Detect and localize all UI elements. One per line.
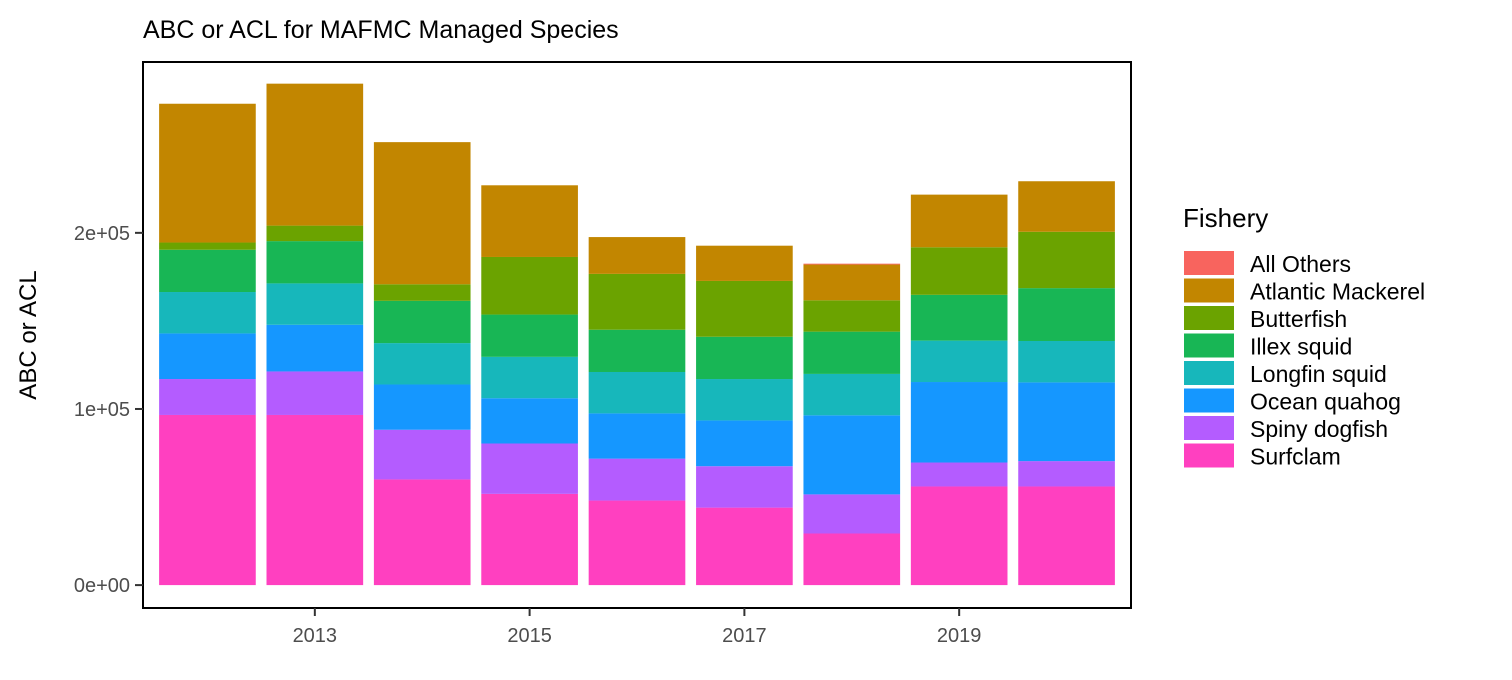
legend-swatch-atlantic-mackerel	[1184, 278, 1234, 303]
bar-longfin-squid-2018	[803, 373, 901, 416]
y-tick-label: 0e+00	[74, 575, 130, 597]
bar-spiny-dogfish-2014	[373, 429, 471, 480]
bar-ocean-quahog-2015	[481, 398, 578, 444]
bar-longfin-squid-2014	[373, 343, 471, 385]
bar-surfclam-2020	[1018, 486, 1115, 586]
x-tick-label: 2015	[507, 625, 552, 647]
chart-title: ABC or ACL for MAFMC Managed Species	[143, 16, 619, 44]
bar-atlantic-mackerel-2012	[159, 103, 256, 243]
bar-illex-squid-2015	[481, 314, 578, 357]
bar-atlantic-mackerel-2018	[803, 264, 901, 301]
legend-label-atlantic-mackerel: Atlantic Mackerel	[1250, 279, 1425, 305]
x-axis: 2013 2015 2017 2019	[293, 608, 982, 647]
bar-ocean-quahog-2014	[373, 384, 471, 430]
bar-surfclam-2014	[373, 479, 471, 586]
bar-surfclam-2016	[588, 500, 686, 586]
bar-longfin-squid-2017	[696, 379, 793, 421]
legend-label-surfclam: Surfclam	[1250, 444, 1341, 470]
bar-surfclam-2012	[159, 414, 256, 586]
legend-label-all-others: All Others	[1250, 251, 1351, 277]
bar-illex-squid-2014	[373, 300, 471, 344]
bar-spiny-dogfish-2012	[159, 379, 256, 415]
bar-butterfish-2012	[159, 242, 256, 250]
y-axis: 0e+00 1e+05 2e+05	[74, 223, 143, 597]
x-tick-label: 2017	[722, 625, 767, 647]
bar-longfin-squid-2016	[588, 371, 686, 414]
legend-swatch-surfclam	[1184, 443, 1234, 468]
bar-butterfish-2015	[481, 256, 578, 315]
bar-butterfish-2018	[803, 300, 901, 332]
bar-butterfish-2014	[373, 284, 471, 301]
y-tick-label: 1e+05	[74, 399, 130, 421]
bar-atlantic-mackerel-2013	[266, 83, 364, 226]
bar-illex-squid-2020	[1018, 288, 1115, 341]
bar-surfclam-2015	[481, 493, 578, 586]
legend-label-butterfish: Butterfish	[1250, 306, 1347, 332]
bar-atlantic-mackerel-2015	[481, 185, 578, 257]
x-tick-label: 2013	[293, 625, 338, 647]
legend-title: Fishery	[1183, 203, 1268, 233]
legend-label-ocean-quahog: Ocean quahog	[1250, 389, 1401, 415]
bar-ocean-quahog-2016	[588, 413, 686, 459]
bar-ocean-quahog-2020	[1018, 382, 1115, 462]
bars-layer	[159, 83, 1115, 586]
bar-spiny-dogfish-2019	[910, 462, 1008, 487]
bar-atlantic-mackerel-2019	[910, 194, 1008, 248]
bar-illex-squid-2017	[696, 336, 793, 380]
bar-ocean-quahog-2018	[803, 415, 901, 495]
bar-atlantic-mackerel-2020	[1018, 181, 1115, 232]
bar-spiny-dogfish-2015	[481, 443, 578, 494]
bar-illex-squid-2013	[266, 241, 364, 284]
legend-swatch-butterfish	[1184, 306, 1234, 330]
bar-atlantic-mackerel-2017	[696, 245, 793, 281]
bar-surfclam-2017	[696, 507, 793, 586]
legend-swatch-longfin-squid	[1184, 361, 1234, 385]
bar-longfin-squid-2020	[1018, 340, 1115, 383]
bar-ocean-quahog-2017	[696, 420, 793, 467]
bar-butterfish-2016	[588, 273, 686, 330]
bar-longfin-squid-2012	[159, 292, 256, 334]
bar-spiny-dogfish-2016	[588, 458, 686, 501]
x-tick-label: 2019	[937, 625, 982, 647]
bar-butterfish-2013	[266, 225, 364, 242]
bar-butterfish-2017	[696, 280, 793, 337]
legend-swatch-illex-squid	[1184, 333, 1234, 358]
legend-swatch-all-others	[1184, 251, 1234, 275]
legend-label-illex-squid: Illex squid	[1250, 334, 1352, 360]
bar-illex-squid-2018	[803, 331, 901, 374]
bar-surfclam-2013	[266, 414, 364, 586]
bar-ocean-quahog-2012	[159, 333, 256, 380]
plot-panel-border	[142, 61, 1132, 609]
bar-ocean-quahog-2019	[910, 382, 1008, 463]
bar-longfin-squid-2015	[481, 356, 578, 399]
bar-all-others-2018	[803, 263, 901, 265]
bar-atlantic-mackerel-2014	[373, 142, 471, 285]
bar-butterfish-2019	[910, 247, 1008, 295]
bar-illex-squid-2012	[159, 249, 256, 293]
bar-butterfish-2020	[1018, 231, 1115, 289]
bar-spiny-dogfish-2013	[266, 371, 364, 415]
bar-longfin-squid-2019	[910, 340, 1008, 383]
bar-atlantic-mackerel-2016	[588, 237, 686, 274]
bar-illex-squid-2019	[910, 294, 1008, 341]
legend-label-longfin-squid: Longfin squid	[1250, 361, 1387, 387]
bar-surfclam-2019	[910, 486, 1008, 586]
bar-surfclam-2018	[803, 533, 901, 586]
y-tick-label: 2e+05	[74, 223, 130, 245]
bar-spiny-dogfish-2018	[803, 494, 901, 534]
bar-illex-squid-2016	[588, 329, 686, 372]
bar-spiny-dogfish-2017	[696, 466, 793, 508]
y-axis-title: ABC or ACL	[15, 270, 42, 399]
legend-swatch-spiny-dogfish	[1184, 416, 1234, 440]
bar-spiny-dogfish-2020	[1018, 461, 1115, 487]
bar-ocean-quahog-2013	[266, 324, 364, 372]
legend-label-spiny-dogfish: Spiny dogfish	[1250, 416, 1388, 442]
bar-longfin-squid-2013	[266, 283, 364, 325]
legend-swatch-ocean-quahog	[1184, 388, 1234, 413]
